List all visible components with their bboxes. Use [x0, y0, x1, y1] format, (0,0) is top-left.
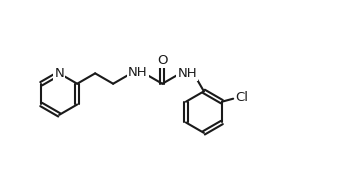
- Text: NH: NH: [177, 67, 197, 80]
- Text: NH: NH: [128, 66, 148, 79]
- Text: Cl: Cl: [235, 91, 248, 104]
- Text: O: O: [157, 54, 167, 67]
- Text: N: N: [54, 67, 64, 80]
